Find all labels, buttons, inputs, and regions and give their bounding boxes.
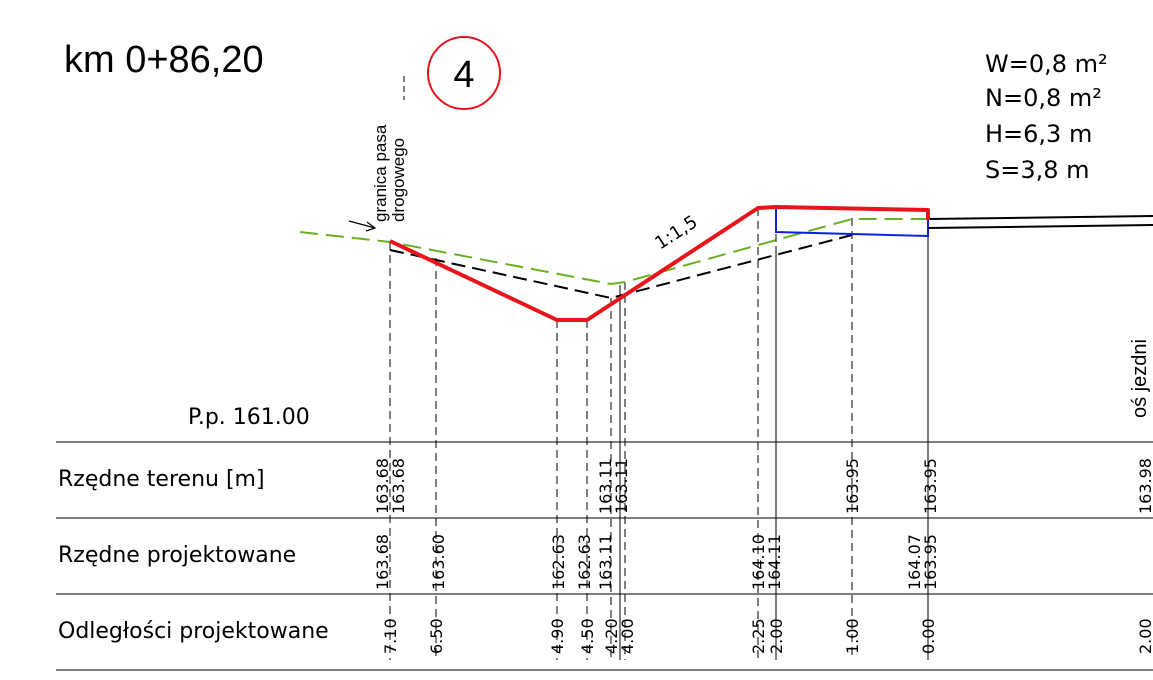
- terrain-value: 163.68: [373, 458, 392, 514]
- row-label-distance: Odległości projektowane: [58, 619, 329, 644]
- section-badge-circle: [427, 36, 501, 110]
- design-value: 163.11: [596, 534, 615, 590]
- distance-value: 4.90: [548, 618, 567, 654]
- quantity-h: H=6,3 m: [985, 120, 1092, 148]
- quantity-w: W=0,8 m²: [985, 50, 1108, 78]
- quantity-s: S=3,8 m: [985, 156, 1090, 184]
- distance-value: 4.20: [602, 618, 621, 654]
- design-value: 163.95: [921, 534, 940, 590]
- design-value: 164.07: [905, 534, 924, 590]
- terrain-value: 163.98: [1136, 458, 1153, 514]
- road-surface-lines: [927, 215, 1153, 229]
- row-label-design: Rzędne projektowane: [58, 543, 296, 568]
- distance-value: 7.10: [381, 618, 400, 654]
- axis-label: oś jezdni: [1129, 339, 1151, 418]
- terrain-value: 163.68: [389, 458, 408, 514]
- terrain-value: 163.11: [612, 458, 631, 514]
- boundary-label-line1: granica pasa: [371, 124, 390, 222]
- design-values: 163.68 163.60 162.63 162.63 163.11 164.1…: [373, 534, 940, 590]
- distance-value: 2.00: [767, 618, 786, 654]
- page-title: km 0+86,20: [64, 39, 264, 81]
- distance-value: 1.00: [843, 618, 862, 654]
- design-profile-line: [389, 205, 930, 322]
- distance-value: 0.00: [919, 618, 938, 654]
- quantity-n: N=0,8 m²: [985, 84, 1102, 112]
- design-value: 164.10: [749, 534, 768, 590]
- terrain-values: 163.68 163.68 163.11 163.11 163.95 163.9…: [373, 458, 1153, 514]
- distance-value: 4.00: [618, 618, 637, 654]
- design-value: 163.60: [429, 534, 448, 590]
- design-value: 164.11: [765, 534, 784, 590]
- pavement-box: [775, 208, 929, 238]
- projection-lines: [389, 208, 929, 660]
- design-value: 162.63: [549, 534, 568, 590]
- design-value: 163.68: [373, 534, 392, 590]
- distance-value: 2.00: [1136, 618, 1153, 654]
- distance-value: 4.50: [578, 618, 597, 654]
- row-label-terrain: Rzędne terenu [m]: [58, 467, 265, 492]
- terrain-value: 163.95: [921, 458, 940, 514]
- table-grid: [56, 441, 1153, 671]
- terrain-line: [299, 218, 928, 286]
- terrain-value: 163.11: [596, 458, 615, 514]
- boundary-label-line2: drogowego: [389, 138, 408, 222]
- distance-value: 6.50: [427, 618, 446, 654]
- datum-label: P.p. 161.00: [188, 405, 310, 430]
- arrow-icon: [348, 220, 377, 232]
- section-badge-number: 4: [453, 54, 474, 96]
- existing-ground-line: [389, 234, 853, 300]
- terrain-value: 163.95: [843, 458, 862, 514]
- solid-projection-lines: [619, 236, 929, 660]
- design-value: 162.63: [575, 534, 594, 590]
- distance-value: 2.25: [749, 618, 768, 654]
- distance-values: 7.10 6.50 4.90 4.50 4.20 4.00 2.25 2.00 …: [381, 618, 1153, 654]
